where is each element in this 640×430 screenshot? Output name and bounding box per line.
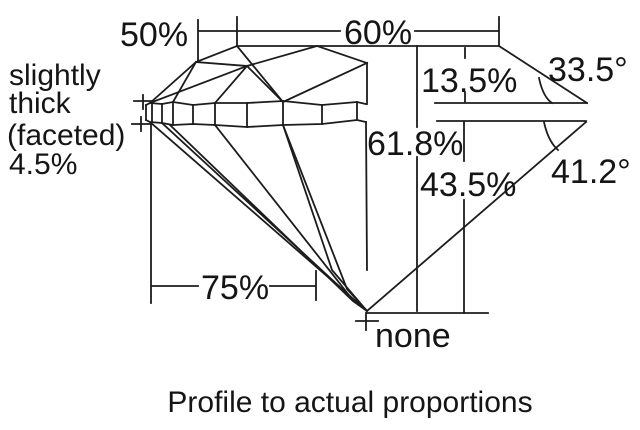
right-pavilion-slope	[365, 120, 588, 313]
lower-girdle-dimension	[150, 122, 317, 304]
girdle-thickness-label-line-1: slightly	[9, 59, 101, 92]
girdle-bottom-line	[144, 118, 368, 128]
girdle-thickness-label: slightly thick (faceted) 4.5%	[7, 59, 125, 181]
angle-arcs	[537, 76, 560, 152]
girdle-facet-dividers	[145, 100, 358, 128]
girdle-bottom-tick	[131, 116, 152, 132]
star-length-label: 50%	[120, 16, 188, 54]
crown-angle-arc	[537, 76, 554, 105]
culet-tick	[355, 312, 379, 331]
right-crown-slope	[497, 44, 589, 105]
girdle-thickness-label-line-4: 4.5%	[9, 148, 77, 181]
pavilion-angle-label: 41.2°	[551, 153, 631, 191]
table-size-dimension	[236, 16, 500, 46]
crown-facets	[148, 44, 369, 105]
girdle-top-line	[144, 100, 368, 107]
lower-girdle-label: 75%	[201, 269, 269, 307]
table-size-label: 60%	[344, 14, 412, 52]
star-length-dimension	[197, 16, 238, 63]
crown-height-label: 13.5%	[421, 62, 517, 100]
pavilion-facets	[160, 121, 369, 313]
girdle-top-tick	[133, 94, 154, 110]
caption-text: Profile to actual proportions	[167, 386, 532, 419]
pavilion-angle-arc	[542, 120, 560, 152]
girdle-thickness-label-line-3: (faceted)	[7, 119, 125, 152]
culet-label: none	[375, 317, 451, 355]
total-depth-label: 61.8%	[367, 125, 463, 163]
pavilion-depth-label: 43.5%	[420, 166, 516, 204]
dimension-lines	[131, 16, 500, 331]
crown-angle-label: 33.5°	[548, 51, 628, 89]
girdle-thickness-label-line-2: thick	[9, 87, 72, 120]
